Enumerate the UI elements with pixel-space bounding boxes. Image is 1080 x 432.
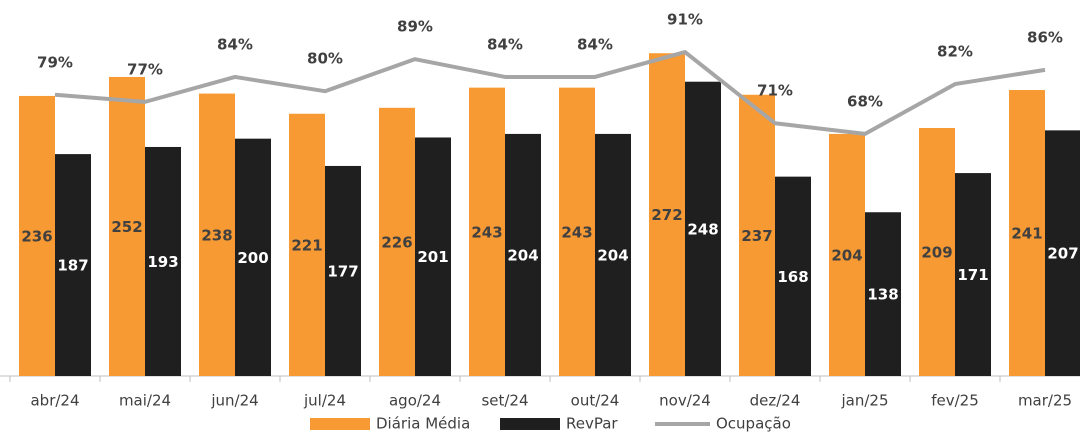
bar-label: 207	[1047, 245, 1078, 263]
bar-label: 193	[147, 253, 178, 271]
bar-label: 238	[201, 226, 232, 244]
bar-label: 272	[651, 206, 682, 224]
bar	[1045, 130, 1080, 376]
bar-label: 243	[561, 223, 592, 241]
bar	[739, 94, 775, 376]
x-tick-label: ago/24	[389, 392, 441, 410]
bar-label: 252	[111, 218, 142, 236]
bar	[19, 95, 55, 377]
bar-label: 204	[507, 246, 538, 264]
line-label: 84%	[577, 35, 613, 53]
bar	[649, 53, 685, 377]
bar	[1009, 90, 1045, 376]
bar	[469, 87, 505, 376]
line	[54, 50, 1046, 136]
line-label: 71%	[757, 82, 793, 100]
x-tick-label: dez/24	[750, 392, 801, 410]
bar-label: 200	[237, 249, 268, 267]
x-tick-label: mai/24	[119, 392, 171, 410]
bar-label: 221	[291, 236, 322, 254]
line-label: 91%	[667, 11, 703, 29]
bar	[235, 138, 271, 376]
bar-label: 171	[957, 266, 988, 284]
bar-label: 168	[777, 268, 808, 286]
bar-label: 177	[327, 262, 358, 280]
x-tick-label: set/24	[481, 392, 528, 410]
bar-label: 237	[741, 227, 772, 245]
bar-label: 204	[831, 246, 862, 264]
bar-label: 209	[921, 243, 952, 261]
bar-label: 187	[57, 257, 88, 275]
line-label: 68%	[847, 92, 883, 110]
line-label: 77%	[127, 60, 163, 78]
bar	[289, 113, 325, 376]
legend-label: Ocupação	[716, 415, 791, 432]
line-label: 84%	[217, 35, 253, 53]
bar	[595, 133, 631, 376]
x-tick-label: mar/25	[1018, 392, 1072, 410]
bar	[379, 107, 415, 377]
x-tick-label: jan/25	[840, 392, 888, 410]
legend-label: RevPar	[566, 415, 618, 432]
bar-label: 248	[687, 220, 718, 238]
line-label: 89%	[397, 18, 433, 36]
bar	[109, 76, 145, 377]
line-label: 80%	[307, 50, 343, 68]
bar	[505, 133, 541, 376]
legend-swatch	[500, 418, 560, 430]
bar	[55, 154, 91, 376]
legend-swatch	[310, 418, 370, 430]
x-tick-label: out/24	[571, 392, 620, 410]
bar-label: 138	[867, 286, 898, 304]
bar	[829, 133, 865, 376]
bar	[775, 176, 811, 376]
line-label: 84%	[487, 35, 523, 53]
x-tick-label: abr/24	[30, 392, 79, 410]
line-label: 82%	[937, 43, 973, 61]
bar	[145, 146, 181, 376]
bar	[415, 137, 451, 376]
x-tick-label: jul/24	[303, 392, 346, 410]
bar	[685, 81, 721, 376]
bar-label: 204	[597, 246, 628, 264]
bar-label: 201	[417, 248, 448, 266]
legend-label: Diária Média	[376, 415, 470, 432]
bar	[865, 212, 901, 376]
bar	[919, 127, 955, 376]
x-tick-label: fev/25	[931, 392, 979, 410]
x-tick-label: nov/24	[659, 392, 711, 410]
bar-label: 236	[21, 227, 52, 245]
bar-label: 243	[471, 223, 502, 241]
bar	[559, 87, 595, 376]
line-label: 79%	[37, 53, 73, 71]
bar	[199, 93, 235, 376]
x-tick-label: jun/24	[210, 392, 258, 410]
bar-label: 241	[1011, 225, 1042, 243]
line-label: 86%	[1027, 28, 1063, 46]
bar	[955, 173, 991, 376]
bar	[325, 165, 361, 376]
bar-label: 226	[381, 233, 412, 251]
